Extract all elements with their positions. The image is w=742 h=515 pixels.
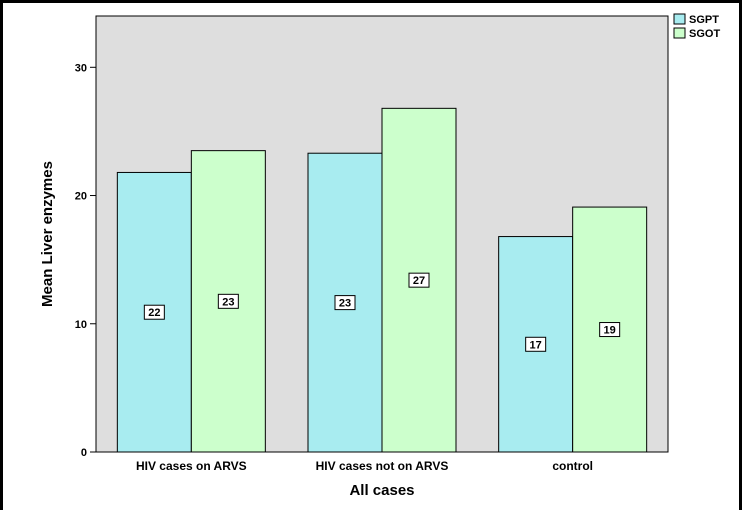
y-axis-label: Mean Liver enzymes	[39, 161, 56, 307]
legend-label-sgpt: SGPT	[689, 14, 719, 26]
y-tick-label: 0	[81, 447, 87, 459]
data-label-box	[599, 322, 621, 338]
x-axis: HIV cases on ARVS HIV cases not on ARVS co…	[136, 459, 593, 473]
legend-swatch-sgot	[673, 27, 686, 39]
legend-swatch-sgpt	[673, 13, 686, 25]
data-label-box	[334, 295, 356, 311]
legend-label-sgot: SGOT	[689, 28, 720, 40]
data-label-box	[525, 336, 547, 352]
data-label-box	[408, 272, 430, 288]
data-label: 17	[530, 339, 542, 351]
y-tick-label: 20	[75, 191, 87, 203]
bars: 22 23 23 27 17 19	[116, 107, 648, 453]
x-tick-label: control	[552, 459, 593, 473]
x-tick-label: HIV cases on ARVS	[136, 459, 247, 473]
data-label: 19	[604, 325, 616, 337]
y-axis: 0 10 20 30	[75, 62, 96, 459]
data-label-box	[143, 304, 165, 320]
data-label: 27	[413, 275, 425, 287]
legend: SGPT SGOT	[673, 13, 720, 40]
bar-sgpt-2	[307, 152, 383, 453]
x-tick-label: HIV cases not on ARVS	[316, 459, 449, 473]
x-axis-label: All cases	[349, 482, 414, 499]
data-label: 23	[339, 298, 351, 310]
data-label: 22	[148, 307, 160, 319]
y-tick-label: 30	[75, 62, 87, 74]
data-label-box	[217, 293, 239, 309]
data-label: 23	[222, 296, 234, 308]
y-tick-label: 10	[75, 319, 87, 331]
